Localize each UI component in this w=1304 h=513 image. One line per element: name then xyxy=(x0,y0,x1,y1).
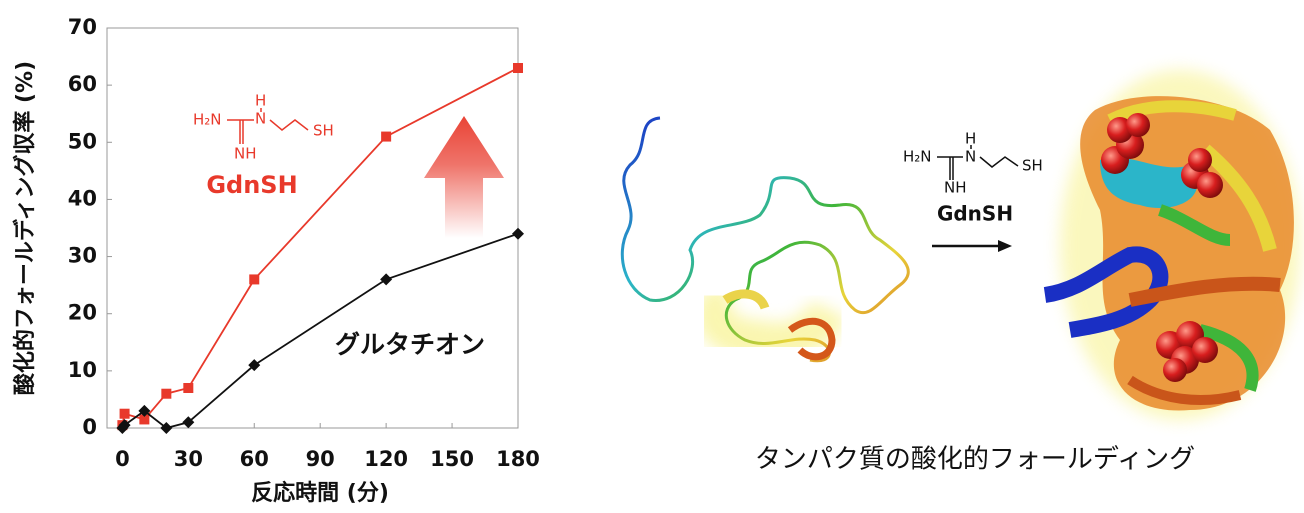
structure-label: SH xyxy=(313,122,334,140)
y-tick-label: 50 xyxy=(68,129,97,153)
structure-label: H₂N xyxy=(193,111,222,129)
y-tick-label: 30 xyxy=(68,244,97,268)
x-tick-label: 60 xyxy=(240,447,269,471)
marker xyxy=(513,63,523,73)
marker xyxy=(512,227,524,240)
plot: 0 10 20 30 40 50 60 70 0 30 60 90 120 150 180 xyxy=(68,15,540,471)
structure-label: H xyxy=(255,92,266,110)
folded-protein xyxy=(1043,70,1300,420)
marker xyxy=(138,404,151,417)
structure-label: SH xyxy=(1022,157,1043,175)
bonds xyxy=(227,108,309,144)
marker xyxy=(139,414,150,425)
marker xyxy=(161,388,172,399)
x-tick-label: 150 xyxy=(430,447,474,471)
x-tick-label: 180 xyxy=(496,447,540,471)
x-axis-label: 反応時間 (分) xyxy=(251,480,389,506)
marker xyxy=(380,273,393,286)
unfolded-protein xyxy=(620,116,910,363)
structure-label: NH xyxy=(234,145,257,163)
bonds xyxy=(937,145,1019,180)
y-tick-label: 0 xyxy=(82,415,97,439)
x-tick-label: 30 xyxy=(174,447,203,471)
marker xyxy=(118,419,131,432)
caption: タンパク質の酸化的フォールディング xyxy=(755,445,1195,475)
increase-arrow xyxy=(424,116,504,238)
structure-label: NH xyxy=(944,179,967,197)
marker xyxy=(248,359,261,372)
x-tick-label: 120 xyxy=(364,447,408,471)
reaction-arrow xyxy=(932,240,1012,252)
structure-right: H₂N H N NH SH xyxy=(903,130,1043,197)
marker xyxy=(249,274,260,285)
marker xyxy=(381,131,392,142)
series-label: GdnSH xyxy=(206,171,297,199)
marker xyxy=(119,408,130,419)
structure-label: N xyxy=(965,148,976,166)
reagent-label: GdnSH xyxy=(937,202,1013,226)
y-tick-label: 60 xyxy=(68,72,97,96)
marker xyxy=(160,422,173,434)
marker xyxy=(183,383,194,393)
y-axis-label: 酸化的フォールディング収率 (%) xyxy=(12,61,38,395)
y-tick-label: 20 xyxy=(68,301,97,325)
structure-label: H₂N xyxy=(903,148,932,166)
series-label: グルタチオン xyxy=(335,330,485,359)
structure-left: H₂N H N NH SH xyxy=(193,92,334,163)
y-tick-label: 40 xyxy=(68,186,97,210)
y-tick-label: 70 xyxy=(68,15,97,39)
structure-label: N xyxy=(255,110,266,128)
structure-label: H xyxy=(965,130,976,148)
marker xyxy=(182,416,195,429)
x-tick-label: 0 xyxy=(115,447,130,471)
x-tick-label: 90 xyxy=(306,447,335,471)
y-tick-label: 10 xyxy=(68,358,97,382)
